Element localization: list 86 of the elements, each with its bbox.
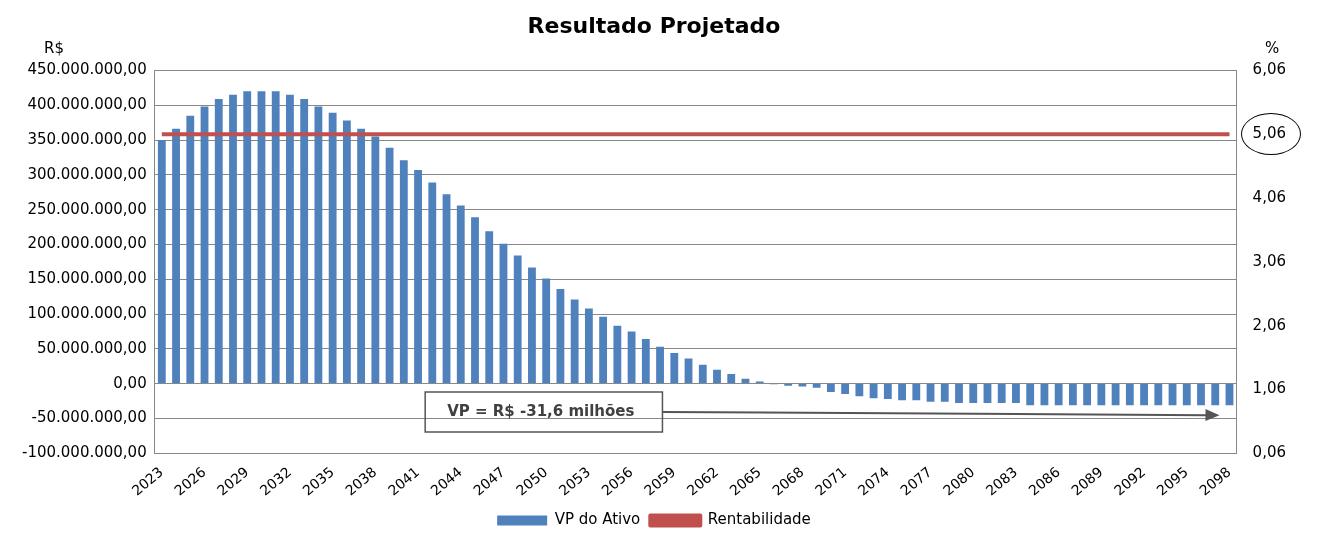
bar	[214, 98, 223, 384]
bar	[157, 140, 166, 384]
bar	[570, 299, 579, 384]
bar	[869, 384, 878, 399]
bar	[428, 182, 437, 384]
bar	[528, 267, 536, 384]
bar	[328, 112, 337, 384]
y2-tick-label: 4,06	[1252, 187, 1287, 206]
bar	[727, 373, 736, 384]
y2-tick-label: 3,06	[1252, 251, 1287, 270]
y-tick-label: 450.000.000,00	[27, 60, 147, 79]
bar	[342, 120, 351, 384]
bar	[456, 205, 465, 384]
y-tick-label: 350.000.000,00	[27, 129, 147, 148]
chart-title: Resultado Projetado	[527, 12, 781, 38]
bar	[542, 278, 551, 384]
bar	[698, 364, 707, 384]
y2-tick-label: 1,06	[1252, 379, 1287, 398]
bar	[656, 346, 664, 384]
y2-axis-title: %	[1264, 38, 1280, 57]
legend-label: VP do Ativo	[554, 510, 641, 529]
bar	[314, 106, 323, 384]
y2-tick-label: 5,06	[1252, 124, 1287, 143]
bar	[841, 384, 850, 395]
bar	[300, 98, 309, 384]
bar	[513, 255, 522, 384]
bar	[471, 217, 479, 384]
bar	[1125, 384, 1134, 406]
y-tick-label: 250.000.000,00	[27, 199, 147, 218]
bar	[912, 384, 921, 401]
legend-label: Rentabilidade	[707, 510, 811, 529]
bar	[812, 384, 821, 388]
bar	[485, 231, 494, 384]
bar	[1140, 384, 1148, 406]
bar	[926, 384, 935, 402]
bar	[855, 384, 864, 397]
bar	[1068, 384, 1077, 406]
bar	[883, 384, 892, 399]
y-tick-label: -50.000.000,00	[31, 408, 147, 427]
bar	[1054, 384, 1063, 406]
bar	[969, 384, 978, 404]
annotation: VP = R$ -31,6 milhões	[447, 401, 635, 420]
bar	[1012, 384, 1020, 404]
bar	[826, 384, 835, 392]
bar	[414, 169, 422, 384]
bar	[1197, 384, 1205, 406]
bar	[997, 384, 1006, 404]
bar	[243, 91, 252, 384]
bar	[613, 325, 622, 384]
bar	[271, 91, 280, 384]
y-tick-label: 100.000.000,00	[27, 303, 147, 322]
bar	[172, 128, 180, 384]
bar	[357, 128, 366, 384]
y-tick-label: 150.000.000,00	[27, 269, 147, 288]
y2-tick-label: 2,06	[1252, 315, 1287, 334]
bar	[599, 316, 608, 384]
bar	[584, 308, 593, 384]
bar	[229, 94, 237, 384]
bar	[940, 384, 949, 402]
bar	[641, 339, 650, 384]
bar	[186, 115, 195, 384]
y-tick-label: 50.000.000,00	[36, 338, 147, 357]
bar	[1182, 384, 1191, 406]
y-tick-label: 0,00	[113, 373, 147, 392]
bar	[556, 288, 565, 384]
y-tick-label: 300.000.000,00	[27, 164, 147, 183]
y-tick-label: 200.000.000,00	[27, 234, 147, 253]
bar	[955, 384, 963, 404]
bar	[1111, 384, 1120, 406]
y-tick-label: -100.000.000,00	[21, 443, 147, 462]
bar	[399, 160, 408, 384]
bar	[286, 94, 294, 384]
y2-tick-label: 0,06	[1252, 443, 1287, 462]
bar	[627, 331, 636, 384]
y-axis-title: R$	[44, 38, 64, 57]
bar	[713, 369, 721, 384]
bar	[898, 384, 906, 401]
bar	[1083, 384, 1092, 406]
bar	[1154, 384, 1163, 406]
bar	[1097, 384, 1106, 406]
bar	[1211, 384, 1220, 406]
y-tick-label: 400.000.000,00	[27, 95, 147, 114]
y2-tick-label: 6,06	[1252, 60, 1287, 79]
bar	[371, 136, 380, 384]
bar	[670, 353, 679, 384]
bar	[1026, 384, 1035, 406]
